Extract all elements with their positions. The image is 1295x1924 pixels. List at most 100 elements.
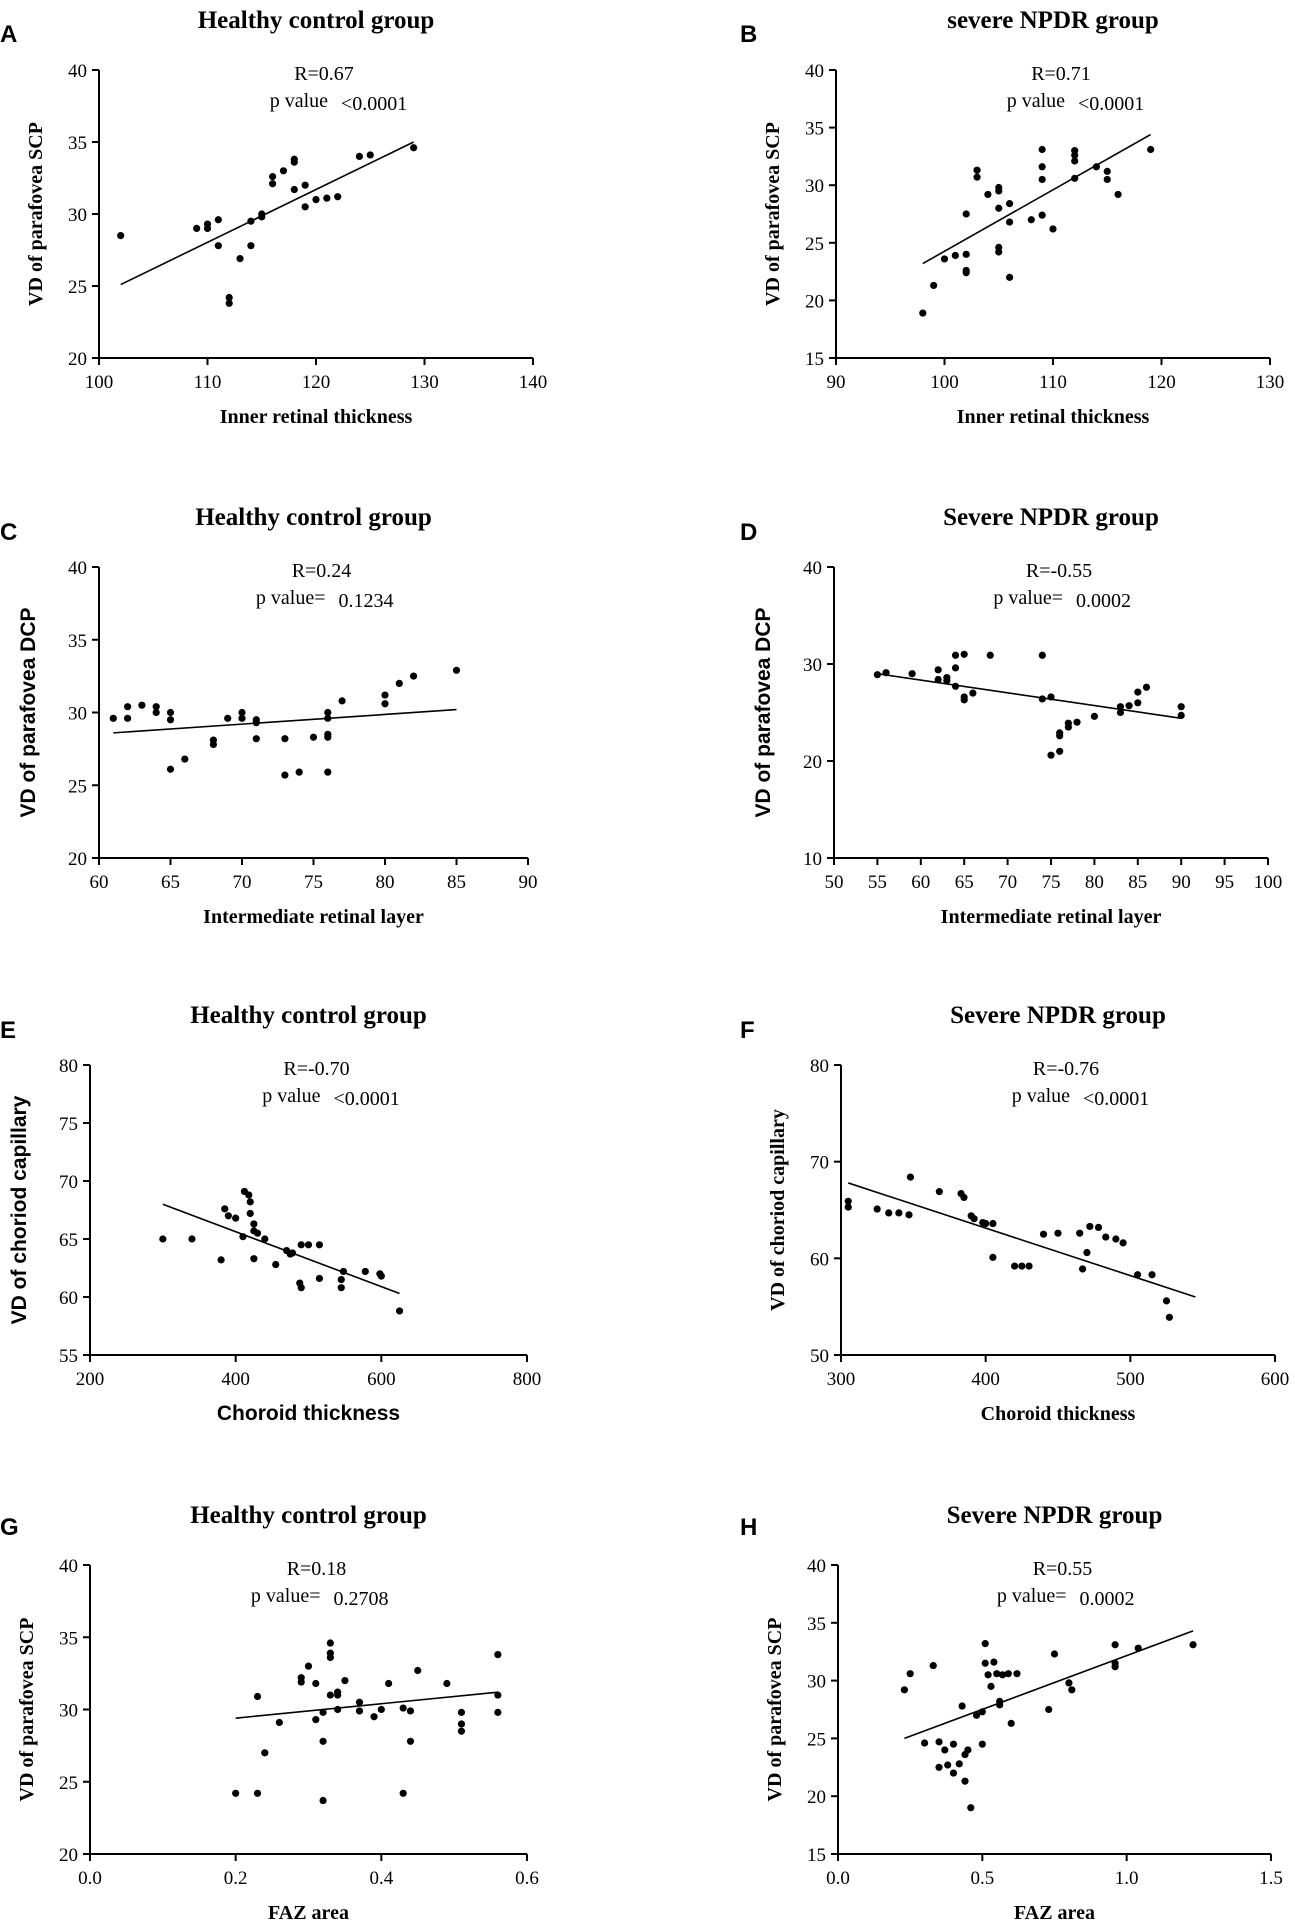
data-point [355,152,363,160]
x-tick-label: 130 [410,372,439,393]
data-point [337,1284,345,1292]
y-axis-label: VD of choriod capillary [8,1095,31,1324]
data-point [324,768,332,776]
data-point [981,1640,989,1648]
r-annotation: R=0.24 [292,560,352,582]
data-point [238,708,246,717]
y-tick-label: 25 [805,234,824,255]
data-point [1047,693,1055,701]
data-point [1134,1644,1142,1652]
data-point [940,255,949,263]
chart-title: Severe NPDR group [947,1502,1163,1529]
data-point [452,666,461,674]
r-annotation: R=0.18 [287,1558,347,1580]
x-tick-label: 100 [1254,872,1283,893]
data-point [962,250,970,258]
x-tick-label: 600 [367,1369,396,1390]
x-axis-label: Choroid thickness [217,1402,400,1425]
data-point [982,1219,990,1228]
data-point [930,281,938,290]
regression-line [847,1182,1196,1298]
data-point [986,651,994,659]
x-tick-label: 0.5 [970,1868,994,1889]
chart-title: Healthy control group [190,1002,427,1029]
data-point [290,185,298,194]
data-point [295,768,303,776]
data-point [981,1659,989,1667]
y-tick-label: 25 [68,776,87,797]
data-point [1165,1313,1173,1321]
data-point [844,1197,852,1205]
x-tick-label: 75 [1042,872,1061,893]
data-point [984,190,992,199]
regression-line [922,133,1152,265]
x-axis-label: Inner retinal thickness [957,406,1150,428]
data-point [941,1746,949,1754]
data-point [253,1692,262,1701]
data-point [1116,703,1125,711]
y-tick-label: 65 [59,1230,78,1251]
data-point [232,1214,240,1222]
data-point [166,708,175,717]
x-tick-label: 130 [1256,372,1285,393]
data-point [1013,1670,1021,1678]
data-point [214,216,222,224]
data-point [1068,1686,1076,1694]
x-tick-label: 800 [513,1369,542,1390]
data-point [238,714,246,722]
p-value-annotation: 0.0002 [1080,1588,1135,1610]
data-point [224,1212,232,1220]
y-tick-label: 40 [807,1556,826,1577]
data-point [326,1639,334,1647]
data-point [297,1284,305,1292]
data-point [252,735,260,743]
y-tick-label: 80 [59,1056,78,1077]
data-point [281,735,289,743]
data-point [246,1209,254,1218]
data-point [935,1188,943,1196]
data-point [319,1708,327,1716]
p-value-annotation: 0.1234 [339,590,394,612]
data-point [1094,1223,1103,1231]
data-point [1038,651,1046,659]
data-point [188,1235,196,1243]
data-point [1038,163,1046,171]
x-tick-label: 80 [376,872,395,893]
x-tick-label: 110 [194,372,222,393]
p-label-annotation: p value= [993,587,1063,609]
data-point [1086,1222,1094,1231]
p-value-annotation: <0.0001 [1083,1088,1149,1110]
data-point [381,691,389,699]
data-point [209,740,217,749]
x-tick-label: 0.4 [369,1868,393,1889]
data-point [334,1705,342,1714]
data-point [1054,1229,1062,1237]
data-point [301,203,309,211]
p-label-annotation: p value= [256,587,326,609]
data-point [309,733,318,741]
data-point [261,1235,269,1243]
x-tick-label: 65 [955,872,974,893]
data-point [989,1219,997,1228]
panel-e: E Healthy control group 55 60 65 70 75 80 200 400… [0,1002,541,1425]
data-point [159,1235,167,1243]
y-tick-label: 30 [59,1701,78,1722]
p-label-annotation: p value [270,90,328,112]
data-point [844,1203,852,1211]
y-tick-label: 30 [805,176,824,197]
x-tick-label: 1.5 [1259,1868,1283,1889]
x-axis-label: Inner retinal thickness [220,406,413,428]
x-tick-label: 500 [1116,1369,1145,1390]
data-point [288,1249,297,1257]
data-point [261,1749,269,1757]
data-point [1142,683,1151,691]
data-point [355,1707,364,1715]
panel-h: H Severe NPDR group 15 20 25 30 35 40 0.0 0.5 1.0 1… [740,1502,1283,1924]
data-point [1114,190,1122,199]
data-point [943,673,951,682]
data-point [326,1691,334,1699]
panel-letter-f: F [740,1017,755,1044]
data-point [1056,747,1064,755]
x-tick-label: 1.0 [1115,1868,1139,1889]
y-tick-label: 40 [68,61,87,82]
